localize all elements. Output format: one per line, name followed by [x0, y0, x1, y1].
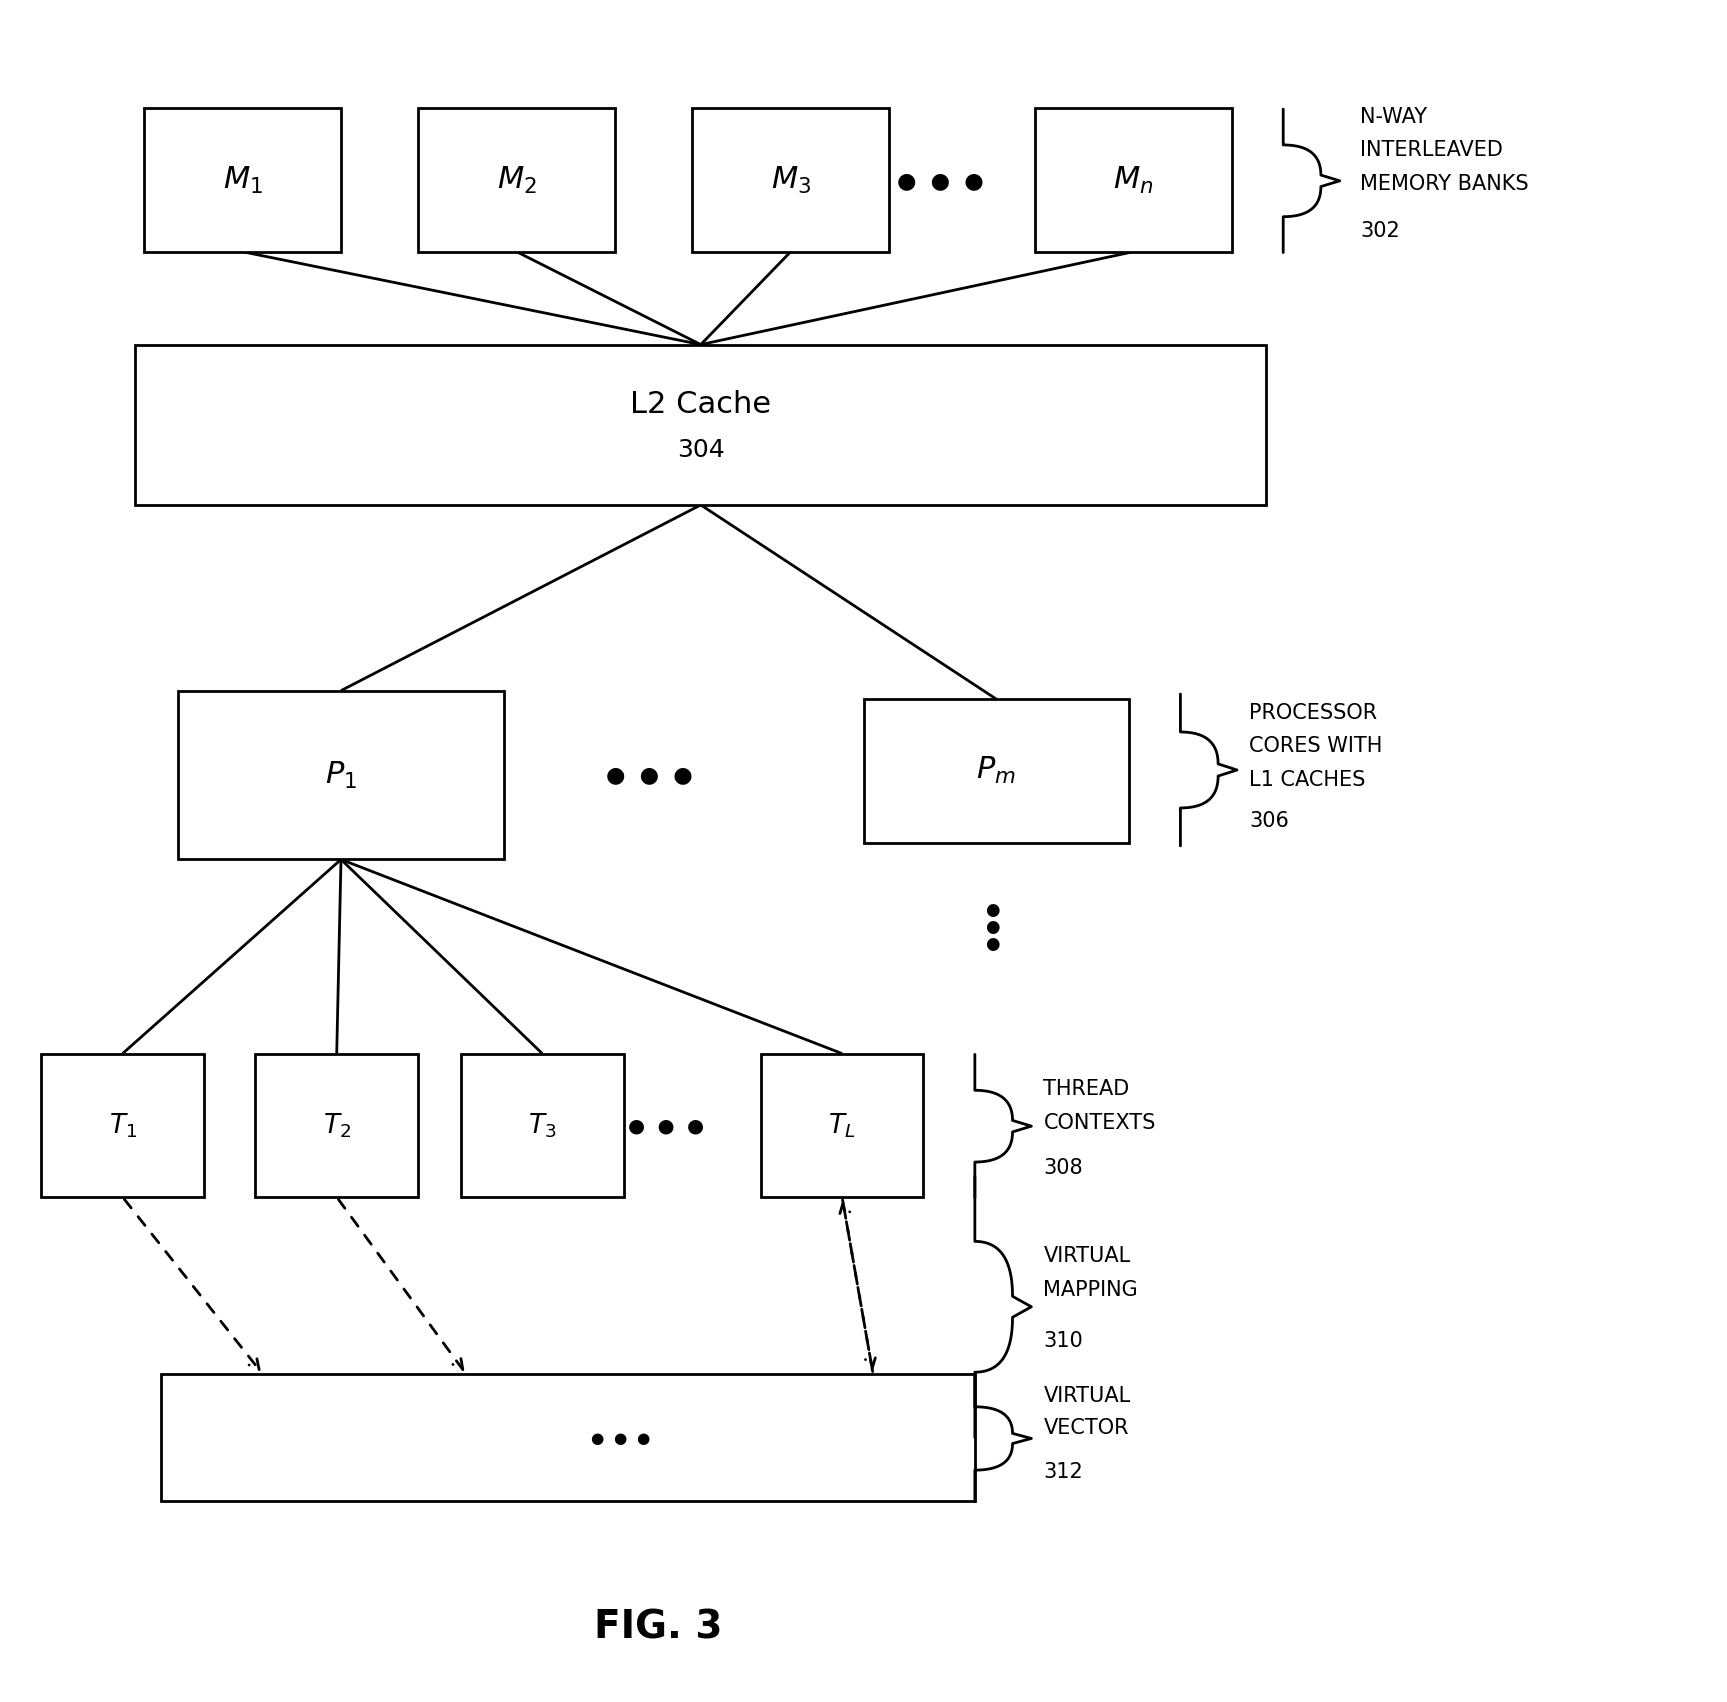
- Text: CORES WITH: CORES WITH: [1249, 737, 1382, 756]
- Text: ●  ●  ●: ● ● ●: [629, 1117, 705, 1135]
- Text: ●  ●  ●: ● ● ●: [898, 170, 984, 191]
- Text: FIG. 3: FIG. 3: [594, 1608, 722, 1646]
- Bar: [135, 344, 1266, 505]
- Text: L1 CACHES: L1 CACHES: [1249, 769, 1366, 790]
- Text: ●  ●  ●: ● ● ●: [591, 1431, 649, 1447]
- Bar: [256, 1054, 418, 1197]
- Text: VIRTUAL: VIRTUAL: [1043, 1246, 1131, 1266]
- Bar: [41, 1054, 204, 1197]
- Text: ●
●
●: ● ● ●: [984, 902, 1000, 953]
- Text: 310: 310: [1043, 1331, 1083, 1351]
- Text: $T_{2}$: $T_{2}$: [323, 1111, 351, 1140]
- Text: THREAD: THREAD: [1043, 1079, 1129, 1099]
- Bar: [864, 700, 1129, 842]
- Text: INTERLEAVED: INTERLEAVED: [1361, 141, 1502, 160]
- Text: CONTEXTS: CONTEXTS: [1043, 1113, 1155, 1134]
- Text: $M_{n}$: $M_{n}$: [1114, 165, 1154, 196]
- Text: VECTOR: VECTOR: [1043, 1418, 1129, 1438]
- Bar: [178, 691, 504, 860]
- Text: $P_{m}$: $P_{m}$: [976, 756, 1015, 786]
- Text: $P_{1}$: $P_{1}$: [325, 759, 357, 791]
- Bar: [143, 109, 340, 252]
- Text: 308: 308: [1043, 1159, 1083, 1178]
- Bar: [693, 109, 889, 252]
- Text: MEMORY BANKS: MEMORY BANKS: [1361, 174, 1528, 194]
- Text: $M_{3}$: $M_{3}$: [770, 165, 810, 196]
- Text: 306: 306: [1249, 810, 1288, 831]
- Text: PROCESSOR: PROCESSOR: [1249, 703, 1376, 723]
- Bar: [1034, 109, 1231, 252]
- Text: 312: 312: [1043, 1462, 1083, 1482]
- Text: $T_{L}$: $T_{L}$: [829, 1111, 857, 1140]
- Text: $M_{2}$: $M_{2}$: [497, 165, 537, 196]
- Text: N-WAY: N-WAY: [1361, 107, 1428, 126]
- Text: ●  ●  ●: ● ● ●: [606, 764, 693, 785]
- Text: $T_{1}$: $T_{1}$: [109, 1111, 136, 1140]
- Text: $M_{1}$: $M_{1}$: [223, 165, 263, 196]
- Text: $T_{3}$: $T_{3}$: [528, 1111, 556, 1140]
- Text: 302: 302: [1361, 221, 1401, 242]
- Text: MAPPING: MAPPING: [1043, 1280, 1138, 1300]
- Text: L2 Cache: L2 Cache: [630, 390, 772, 419]
- Bar: [760, 1054, 924, 1197]
- Bar: [418, 109, 615, 252]
- Text: VIRTUAL: VIRTUAL: [1043, 1385, 1131, 1406]
- Bar: [461, 1054, 623, 1197]
- Bar: [161, 1374, 974, 1501]
- Text: 304: 304: [677, 437, 725, 461]
